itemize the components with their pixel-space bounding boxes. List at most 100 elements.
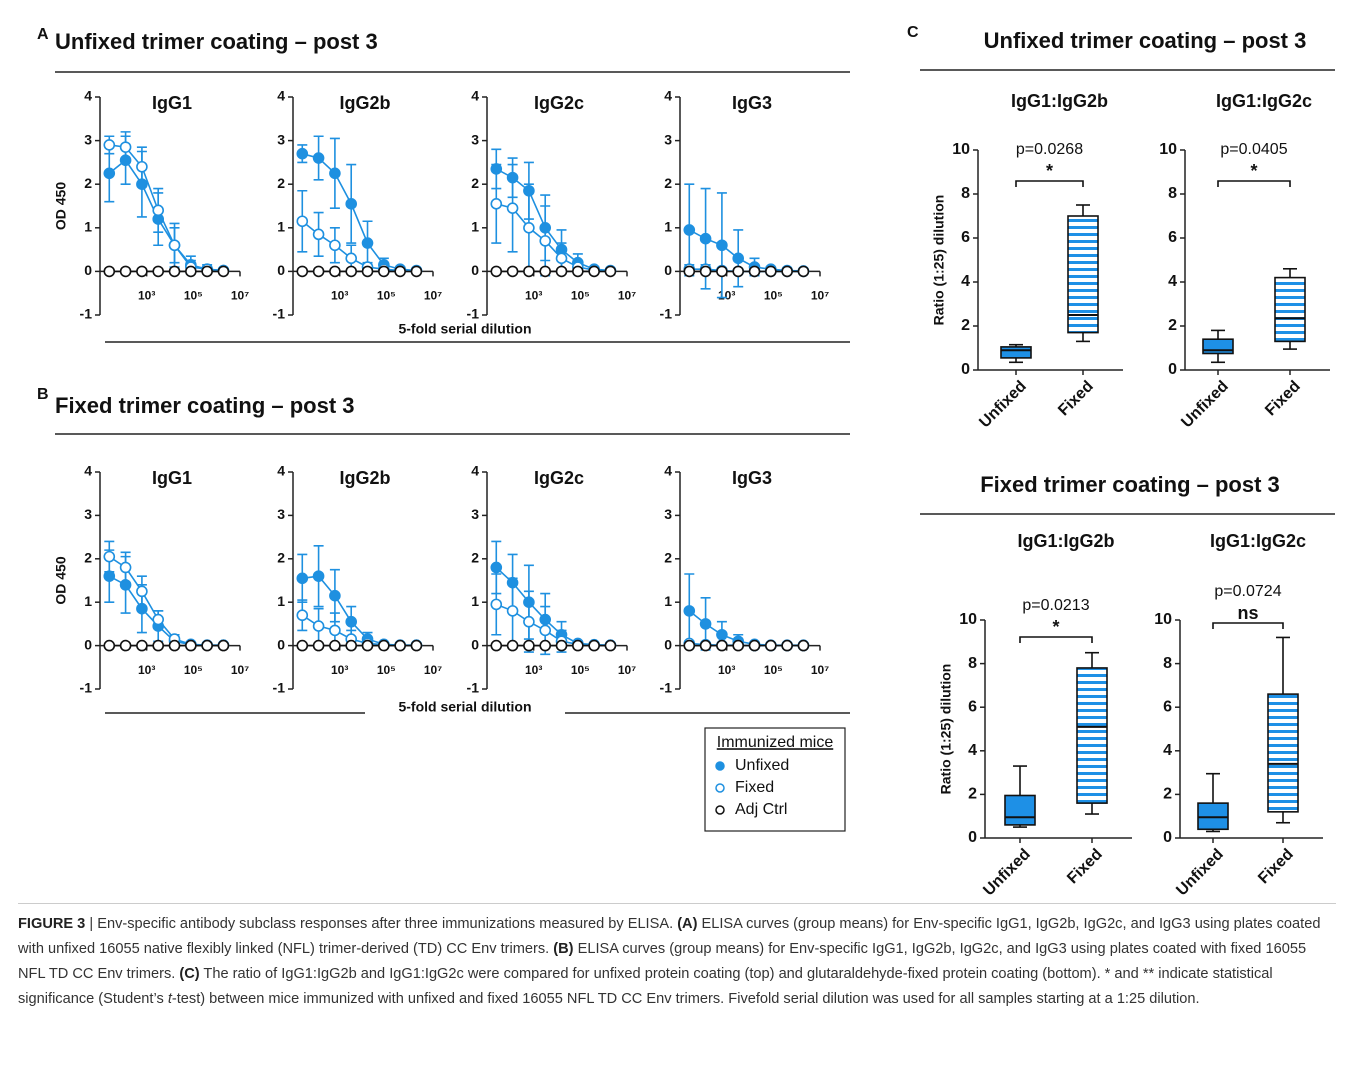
y-tick-label: 1 (471, 219, 479, 235)
legend-marker (715, 805, 725, 815)
point (539, 235, 552, 247)
chart-title: IgG2c (534, 93, 584, 113)
significance-label: * (1250, 161, 1257, 181)
caption-text: | Env-specific antibody subclass respons… (85, 916, 678, 932)
point (296, 639, 309, 652)
y-tick-label: 0 (664, 262, 672, 278)
y-tick-label: 3 (277, 131, 285, 147)
point (765, 639, 777, 652)
point (506, 202, 519, 214)
box (1004, 794, 1036, 826)
point (683, 605, 696, 617)
y-axis-label: Ratio (1:25) dilution (938, 664, 954, 795)
box (1197, 802, 1229, 831)
chart-title: IgG1 (152, 93, 192, 113)
panel-title: Unfixed trimer coating – post 3 (55, 29, 378, 54)
x-tick-label: Fixed (1064, 846, 1106, 888)
x-tick-label: 10⁵ (571, 289, 590, 303)
legend-marker (715, 783, 725, 793)
caption-text: ELISA curves (group means) for Env-speci… (18, 916, 1321, 957)
y-tick-label: 4 (968, 742, 977, 759)
caption-text: ELISA curves (group means) for Env-speci… (18, 941, 1307, 982)
x-tick-label: 10⁷ (424, 289, 442, 303)
x-tick-label: 10⁷ (811, 289, 829, 303)
chart-subtitle: IgG1:IgG2c (1210, 531, 1306, 551)
y-tick-label: -1 (467, 306, 480, 322)
y-tick-label: 0 (277, 636, 285, 652)
x-tick-label: Unfixed (980, 846, 1034, 900)
y-tick-label: 4 (84, 463, 92, 479)
x-tick-label: 10⁵ (377, 289, 396, 303)
panel-letter: A (37, 26, 49, 43)
y-tick-label: 0 (277, 262, 285, 278)
box (1274, 276, 1306, 343)
point (410, 265, 423, 278)
y-tick-label: 1 (277, 219, 285, 235)
point (604, 639, 617, 652)
panel-letter: C (907, 24, 919, 41)
x-tick-label: 10³ (331, 289, 348, 303)
point (394, 639, 406, 652)
chart-title: IgG2b (339, 468, 390, 488)
x-tick-label: Unfixed (976, 378, 1030, 432)
y-tick-label: 2 (664, 175, 672, 191)
point (312, 265, 325, 278)
x-tick-label: 10⁷ (618, 289, 636, 303)
x-tick-label: 10⁵ (571, 663, 590, 677)
y-tick-label: 3 (277, 506, 285, 522)
point (555, 252, 568, 265)
x-tick-label: 10⁵ (377, 663, 396, 677)
y-tick-label: -1 (80, 680, 93, 696)
y-axis-label: Ratio (1:25) dilution (931, 195, 947, 326)
point (119, 561, 132, 574)
point (201, 265, 213, 278)
point (588, 265, 600, 278)
point (185, 265, 197, 278)
point (716, 239, 728, 252)
p-value: p=0.0724 (1214, 583, 1281, 600)
legend-marker (715, 761, 725, 771)
point (539, 624, 552, 637)
x-tick-label: 10⁷ (618, 663, 636, 677)
point (312, 152, 325, 164)
x-tick-label: Fixed (1255, 846, 1297, 888)
point (201, 639, 213, 652)
y-tick-label: 2 (277, 175, 285, 191)
y-tick-label: 10 (952, 141, 970, 158)
x-tick-label: 10⁵ (764, 289, 783, 303)
point (797, 639, 810, 652)
point (152, 613, 165, 626)
point (539, 639, 552, 652)
point (345, 252, 358, 265)
point (490, 265, 503, 278)
y-tick-label: 4 (471, 88, 479, 104)
point (555, 265, 568, 278)
y-tick-label: 3 (84, 131, 92, 147)
significance-label: * (1046, 161, 1053, 181)
chart-subtitle: IgG1:IgG2c (1216, 91, 1312, 111)
point (410, 639, 423, 652)
point (168, 639, 181, 652)
point (490, 598, 503, 611)
point (699, 265, 712, 278)
y-tick-label: 2 (84, 175, 92, 191)
point (699, 232, 712, 245)
point (103, 139, 116, 151)
p-value: p=0.0268 (1016, 141, 1083, 158)
point (506, 639, 519, 652)
p-value: p=0.0213 (1022, 597, 1089, 614)
point (345, 615, 358, 628)
y-tick-label: 4 (277, 463, 285, 479)
point (296, 609, 309, 622)
caption-text: The ratio of IgG1:IgG2b and IgG1:IgG2c w… (18, 966, 1273, 1007)
y-tick-label: 6 (968, 698, 977, 715)
x-tick-label: 10³ (525, 663, 542, 677)
y-tick-label: 4 (961, 273, 970, 290)
point (716, 628, 728, 641)
legend-label: Adj Ctrl (735, 801, 787, 818)
y-tick-label: 6 (961, 229, 970, 246)
y-tick-label: 10 (1159, 141, 1177, 158)
y-tick-label: 4 (277, 88, 285, 104)
point (345, 265, 358, 278)
y-tick-label: 1 (664, 593, 672, 609)
